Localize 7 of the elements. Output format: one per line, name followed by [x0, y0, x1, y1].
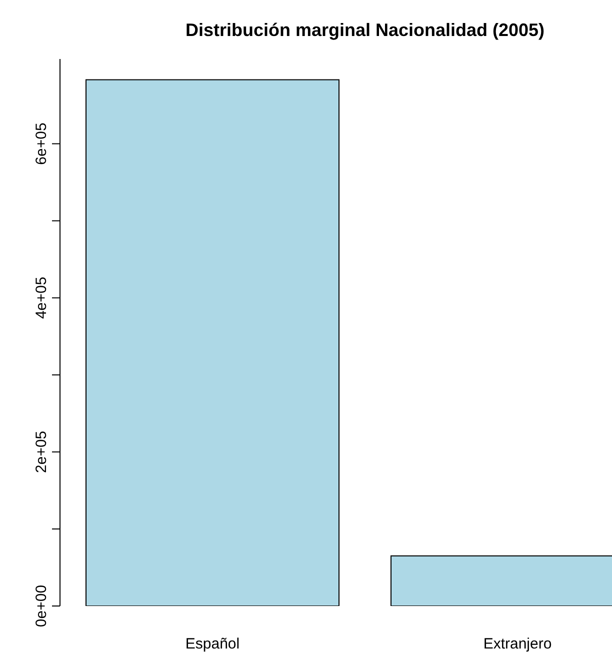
x-tick-label: Español: [185, 636, 240, 653]
y-tick-label: 6e+05: [33, 122, 50, 165]
y-tick-label: 0e+00: [33, 584, 50, 628]
chart-title: Distribución marginal Nacionalidad (2005): [184, 20, 546, 41]
y-tick-label: 4e+05: [33, 276, 50, 319]
y-tick-label: 2e+05: [33, 430, 50, 473]
x-tick-label: Extranjero: [483, 636, 552, 653]
